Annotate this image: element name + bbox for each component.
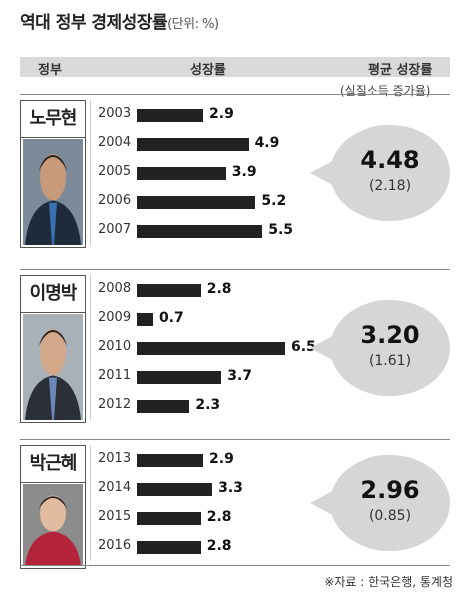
growth-bar bbox=[137, 483, 213, 496]
growth-bar bbox=[137, 138, 249, 151]
growth-bar bbox=[137, 109, 204, 122]
average-income-growth-value: (2.18) bbox=[368, 177, 412, 194]
growth-value-label: 2.3 bbox=[195, 397, 221, 413]
growth-value-label: 3.9 bbox=[231, 164, 257, 180]
growth-value-label: 2.8 bbox=[206, 281, 232, 297]
year-column bbox=[90, 445, 138, 561]
growth-bar bbox=[137, 313, 153, 326]
year-label: 2015 bbox=[98, 509, 132, 524]
average-growth-value: 3.20 bbox=[360, 320, 420, 349]
government-name: 박근혜 bbox=[21, 446, 85, 483]
portrait-image bbox=[23, 314, 83, 420]
average-growth-value: 2.96 bbox=[360, 476, 420, 504]
header-average: 평균 성장률 bbox=[368, 63, 433, 78]
growth-bar bbox=[137, 541, 201, 554]
year-column bbox=[90, 100, 138, 245]
growth-value-label: 3.3 bbox=[218, 480, 243, 496]
government-name: 이명박 bbox=[21, 276, 85, 313]
group-divider bbox=[20, 94, 450, 95]
growth-value-label: 0.7 bbox=[158, 310, 184, 326]
growth-bar bbox=[137, 196, 256, 209]
portrait-image bbox=[23, 484, 83, 566]
chart-title-text: 역대 정부 경제성장률 bbox=[20, 13, 168, 33]
portrait-image bbox=[23, 139, 83, 245]
government-name: 노무현 bbox=[21, 101, 85, 138]
growth-value-label: 2.9 bbox=[209, 106, 234, 122]
average-income-growth-value: (1.61) bbox=[368, 352, 412, 369]
average-bubble bbox=[310, 124, 450, 221]
year-label: 2005 bbox=[98, 164, 132, 179]
growth-bar bbox=[137, 167, 226, 180]
growth-bar bbox=[137, 400, 190, 413]
growth-value-label: 2.8 bbox=[206, 538, 232, 554]
growth-bar bbox=[137, 512, 201, 525]
year-column bbox=[90, 275, 138, 420]
growth-value-label: 2.8 bbox=[206, 509, 232, 525]
chart-title: 역대 정부 경제성장률(단위: %) bbox=[20, 8, 219, 33]
growth-value-label: 5.2 bbox=[261, 193, 287, 209]
year-label: 2006 bbox=[98, 193, 132, 208]
year-label: 2004 bbox=[98, 135, 132, 150]
year-label: 2010 bbox=[98, 339, 132, 354]
average-bubble bbox=[310, 299, 450, 396]
growth-value-label: 6.5 bbox=[291, 339, 316, 355]
government-portrait-box: 이명박 bbox=[20, 275, 86, 423]
year-label: 2014 bbox=[98, 480, 132, 495]
year-label: 2011 bbox=[98, 368, 132, 383]
source-note: ※자료 : 한국은행, 통계청 bbox=[324, 575, 453, 589]
header-growth: 성장률 bbox=[190, 63, 226, 78]
year-label: 2009 bbox=[98, 310, 132, 325]
header-government: 정부 bbox=[38, 63, 62, 78]
year-label: 2012 bbox=[98, 397, 132, 412]
group-divider bbox=[20, 269, 450, 270]
growth-bar bbox=[137, 225, 263, 238]
growth-bar bbox=[137, 342, 285, 355]
growth-bar bbox=[137, 454, 204, 467]
year-label: 2013 bbox=[98, 451, 132, 466]
growth-value-label: 4.9 bbox=[254, 135, 280, 151]
growth-value-label: 3.7 bbox=[227, 368, 253, 384]
government-portrait-box: 노무현 bbox=[20, 100, 86, 248]
header-bar bbox=[20, 57, 450, 77]
average-income-growth-value: (0.85) bbox=[368, 508, 412, 524]
year-label: 2007 bbox=[98, 222, 132, 237]
average-bubble bbox=[310, 455, 450, 551]
bottom-divider bbox=[20, 565, 450, 566]
year-label: 2008 bbox=[98, 281, 132, 296]
average-growth-value: 4.48 bbox=[360, 145, 420, 174]
growth-value-label: 2.9 bbox=[209, 451, 234, 467]
government-portrait-box: 박근혜 bbox=[20, 445, 86, 569]
group-divider bbox=[20, 439, 450, 440]
growth-bar bbox=[137, 284, 201, 297]
growth-value-label: 5.5 bbox=[268, 222, 294, 238]
header-average-sub: (실질소득 증가율) bbox=[340, 84, 431, 98]
year-label: 2003 bbox=[98, 106, 132, 121]
year-label: 2016 bbox=[98, 538, 132, 553]
unit-label: (단위: %) bbox=[167, 17, 219, 32]
growth-bar bbox=[137, 371, 222, 384]
